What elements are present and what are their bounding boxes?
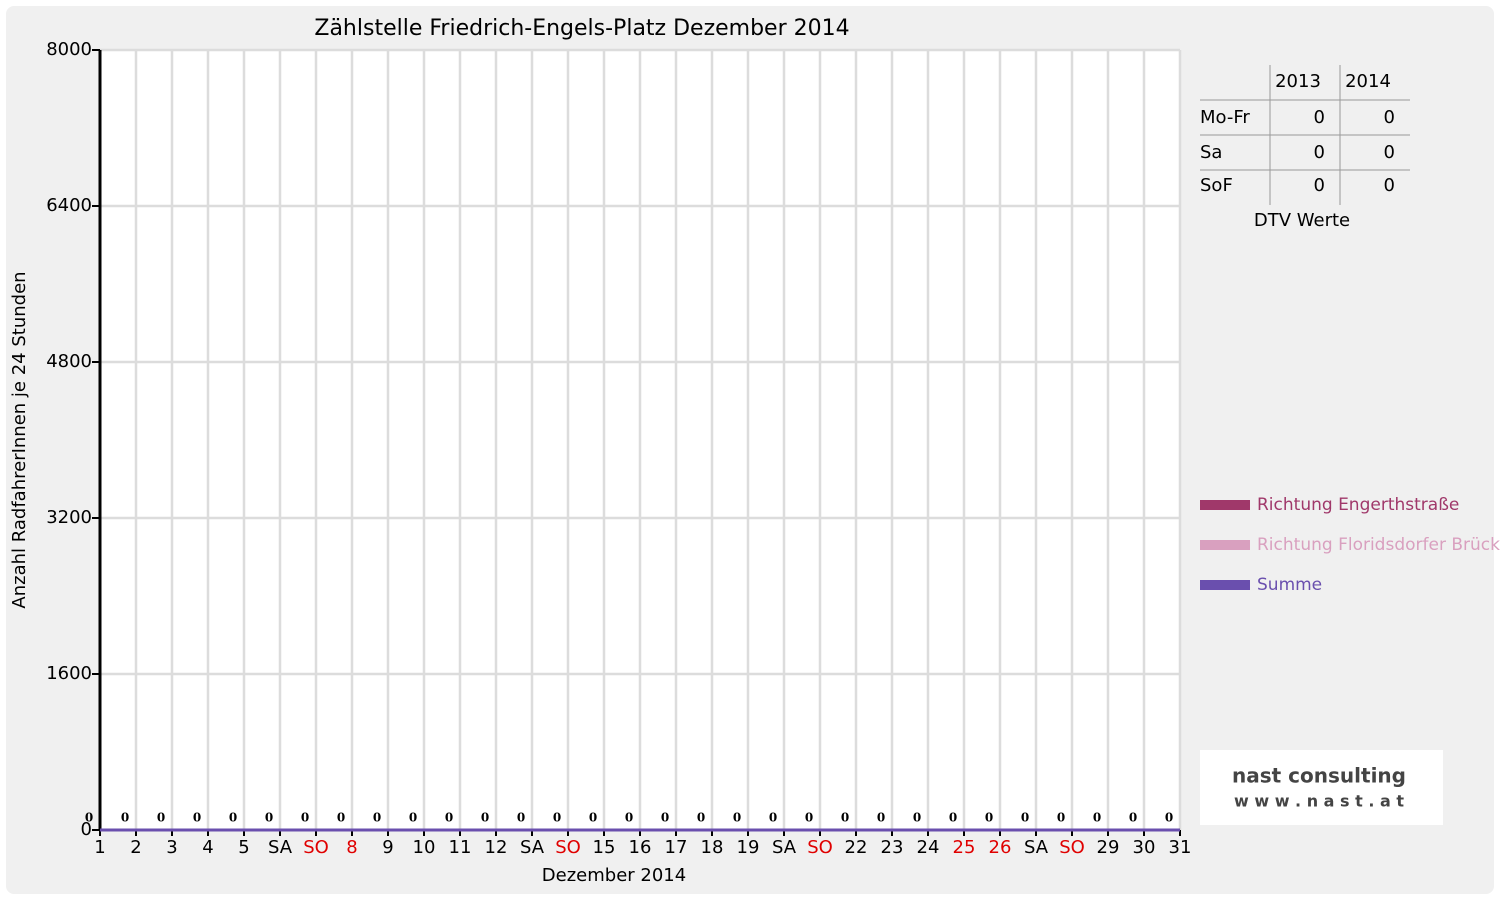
logo-name: nast consulting [1232, 764, 1406, 788]
value-label: 0 [337, 811, 345, 825]
x-tick-label: 29 [1097, 837, 1120, 858]
value-label: 0 [193, 811, 201, 825]
x-tick-label: SA [1024, 837, 1049, 858]
y-tick-label: 4800 [46, 351, 92, 372]
table-cell: 0 [1384, 142, 1395, 163]
value-label: 0 [769, 811, 777, 825]
table-cell: 0 [1314, 107, 1325, 128]
value-label: 0 [229, 811, 237, 825]
table-header: 2013 [1275, 71, 1321, 92]
value-label: 0 [949, 811, 957, 825]
value-label: 0 [301, 811, 309, 825]
value-label: 0 [517, 811, 525, 825]
y-axis-label: Anzahl RadfahrerInnen je 24 Stunden [9, 271, 30, 608]
value-label: 0 [877, 811, 885, 825]
x-tick-label: 3 [166, 837, 177, 858]
value-label: 0 [85, 811, 93, 825]
x-tick-label: 23 [881, 837, 904, 858]
x-axis-label: Dezember 2014 [542, 865, 686, 886]
x-tick-label: SA [520, 837, 545, 858]
table-row-label: Sa [1200, 142, 1222, 163]
x-tick-label: 30 [1133, 837, 1156, 858]
x-tick-label: 5 [238, 837, 249, 858]
x-tick-label: 8 [346, 837, 357, 858]
value-label: 0 [841, 811, 849, 825]
value-label: 0 [1093, 811, 1101, 825]
value-label: 0 [409, 811, 417, 825]
legend-swatch [1200, 580, 1250, 590]
value-label: 0 [733, 811, 741, 825]
table-row-label: SoF [1200, 175, 1233, 196]
table-cell: 0 [1384, 107, 1395, 128]
table-caption: DTV Werte [1254, 210, 1350, 231]
y-tick-label: 0 [81, 819, 92, 840]
value-label: 0 [985, 811, 993, 825]
y-tick-label: 6400 [46, 195, 92, 216]
value-label: 0 [805, 811, 813, 825]
table-header: 2014 [1345, 71, 1391, 92]
y-tick-label: 1600 [46, 663, 92, 684]
x-tick-label: 11 [449, 837, 472, 858]
x-tick-label: 18 [701, 837, 724, 858]
value-label: 0 [265, 811, 273, 825]
value-label: 0 [1129, 811, 1137, 825]
x-tick-label: 31 [1169, 837, 1192, 858]
x-tick-label: 2 [130, 837, 141, 858]
value-label: 0 [373, 811, 381, 825]
value-label: 0 [157, 811, 165, 825]
x-tick-label: 26 [989, 837, 1012, 858]
value-label: 0 [913, 811, 921, 825]
value-label: 0 [1021, 811, 1029, 825]
legend-label: Richtung Floridsdorfer Brücke [1257, 535, 1500, 555]
x-tick-label: 17 [665, 837, 688, 858]
value-label: 0 [553, 811, 561, 825]
dtv-table: 2013 2014 Mo-Fr 0 0 Sa 0 0 SoF 0 0 DTV W… [1200, 65, 1410, 231]
x-tick-label: SO [807, 837, 833, 858]
value-label: 0 [1165, 811, 1173, 825]
x-tick-label: SA [772, 837, 797, 858]
x-tick-label: 24 [917, 837, 940, 858]
x-tick-label: 12 [485, 837, 508, 858]
x-tick-label: 15 [593, 837, 616, 858]
value-label: 0 [445, 811, 453, 825]
x-tick-label: 22 [845, 837, 868, 858]
table-cell: 0 [1314, 142, 1325, 163]
legend-label: Richtung Engerthstraße [1257, 495, 1459, 515]
x-tick-label: SO [303, 837, 329, 858]
x-tick-label: 19 [737, 837, 760, 858]
table-row-label: Mo-Fr [1200, 107, 1250, 128]
value-label: 0 [481, 811, 489, 825]
x-tick-label: SO [1059, 837, 1085, 858]
x-tick-label: 9 [382, 837, 393, 858]
logo-box [1200, 750, 1443, 825]
x-tick-label: 1 [94, 837, 105, 858]
value-label: 0 [121, 811, 129, 825]
x-tick-label: SA [268, 837, 293, 858]
x-tick-label: 10 [413, 837, 436, 858]
value-label: 0 [661, 811, 669, 825]
chart-title: Zählstelle Friedrich-Engels-Platz Dezemb… [314, 16, 849, 41]
legend-label: Summe [1257, 575, 1322, 595]
x-tick-label: 4 [202, 837, 213, 858]
table-cell: 0 [1314, 175, 1325, 196]
logo-url: w w w . n a s t . a t [1234, 792, 1404, 811]
x-tick-label: 16 [629, 837, 652, 858]
value-label: 0 [697, 811, 705, 825]
x-tick-label: SO [555, 837, 581, 858]
legend-swatch [1200, 500, 1250, 510]
table-cell: 0 [1384, 175, 1395, 196]
value-label: 0 [625, 811, 633, 825]
y-tick-label: 8000 [46, 39, 92, 60]
x-tick-label: 25 [953, 837, 976, 858]
value-label: 0 [1057, 811, 1065, 825]
y-tick-label: 3200 [46, 507, 92, 528]
legend-swatch [1200, 540, 1250, 550]
value-label: 0 [589, 811, 597, 825]
